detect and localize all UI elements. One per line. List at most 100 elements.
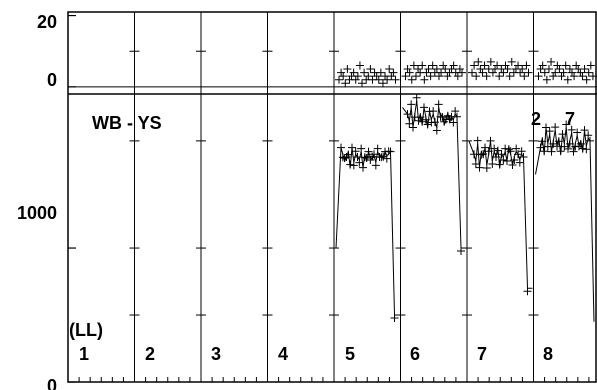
lower-point-5-20	[371, 161, 380, 170]
upper-point-7-23	[516, 68, 525, 77]
upper-point-5-10	[355, 61, 364, 70]
upper-point-7-0	[468, 68, 476, 77]
upper-point-8-15	[565, 65, 574, 74]
upper-point-8-24	[584, 68, 593, 77]
upper-point-6-0	[401, 72, 410, 81]
tick-marks	[68, 14, 590, 383]
upper-point-6-18	[439, 61, 448, 70]
corner-label-7: 7	[565, 109, 575, 129]
upper-point-6-8	[418, 61, 427, 70]
y-tick-label-upper-0: 0	[47, 70, 57, 90]
plot-frame	[67, 11, 597, 383]
upper-point-7-26	[522, 61, 531, 70]
upper-point-7-16	[501, 61, 510, 70]
upper-point-8-14	[563, 75, 572, 84]
lower-point-8-6	[545, 127, 554, 136]
upper-point-6-27	[458, 68, 466, 77]
upper-point-6-5	[411, 72, 420, 81]
upper-point-6-3	[407, 75, 416, 84]
upper-point-7-25	[520, 72, 529, 81]
upper-point-6-1	[403, 65, 412, 74]
data-points	[335, 57, 597, 323]
upper-point-8-4	[542, 75, 551, 84]
upper-point-7-13	[495, 72, 504, 81]
panel-label-8: 8	[543, 344, 553, 364]
upper-point-8-7	[549, 72, 558, 81]
series-line-panel-5	[335, 147, 400, 316]
upper-point-5-23	[383, 75, 392, 84]
upper-point-7-27	[524, 68, 533, 77]
upper-point-7-5	[478, 68, 487, 77]
upper-point-8-8	[551, 68, 560, 77]
lower-point-5-12	[357, 144, 366, 153]
upper-point-7-18	[505, 72, 514, 81]
lower-point-7-2	[471, 159, 480, 168]
upper-point-6-11	[424, 65, 433, 74]
upper-point-6-15	[432, 65, 441, 74]
upper-point-5-9	[353, 72, 362, 81]
lower-point-8-26	[582, 145, 591, 154]
lower-point-6-6	[412, 93, 421, 102]
series-lines	[335, 100, 595, 322]
upper-point-6-9	[420, 75, 429, 84]
upper-point-8-12	[559, 68, 568, 77]
lower-point-5-8	[349, 161, 358, 170]
plot-border	[67, 11, 597, 383]
upper-point-8-18	[572, 61, 581, 70]
upper-point-7-1	[470, 61, 479, 70]
upper-point-7-3	[474, 57, 483, 66]
upper-point-8-20	[576, 68, 585, 77]
upper-point-5-8	[351, 75, 360, 84]
upper-point-6-17	[437, 68, 446, 77]
lower-point-6-17	[432, 126, 441, 135]
lower-point-8-15	[562, 120, 571, 129]
upper-point-5-19	[374, 75, 383, 84]
upper-point-8-17	[570, 72, 579, 81]
upper-point-8-9	[553, 61, 562, 70]
upper-point-8-13	[561, 61, 570, 70]
panel-label-7: 7	[477, 344, 487, 364]
upper-point-5-4	[343, 65, 352, 74]
upper-point-8-6	[547, 57, 556, 66]
panel-unit-label: (LL)	[69, 320, 103, 340]
panel-label-2: 2	[145, 344, 155, 364]
upper-point-6-10	[422, 68, 431, 77]
upper-point-6-13	[428, 61, 437, 70]
upper-point-5-21	[378, 79, 387, 88]
lower-point-6-2	[405, 119, 414, 128]
upper-point-8-1	[536, 65, 545, 74]
upper-point-8-3	[540, 68, 549, 77]
lower-point-7-11	[488, 159, 497, 168]
upper-point-5-18	[372, 72, 381, 81]
upper-point-8-16	[567, 68, 576, 77]
upper-point-6-23	[449, 61, 458, 70]
upper-point-6-25	[453, 72, 462, 81]
upper-point-5-20	[376, 68, 385, 77]
upper-point-6-22	[447, 65, 456, 74]
upper-point-5-27	[391, 75, 400, 84]
upper-point-7-7	[482, 72, 491, 81]
upper-point-6-20	[443, 72, 452, 81]
series-line-panel-7	[468, 140, 533, 289]
upper-point-8-25	[586, 61, 595, 70]
lower-point-6-18	[434, 100, 443, 109]
upper-point-7-10	[488, 68, 497, 77]
upper-point-5-0	[335, 75, 343, 84]
upper-point-7-6	[480, 61, 489, 70]
upper-point-6-2	[405, 68, 414, 77]
upper-point-6-4	[409, 61, 418, 70]
upper-point-8-23	[582, 75, 591, 84]
upper-point-8-10	[555, 65, 564, 74]
lower-point-6-3	[407, 100, 416, 109]
upper-point-8-26	[588, 72, 597, 81]
upper-point-7-9	[486, 57, 495, 66]
upper-point-7-15	[499, 68, 508, 77]
upper-point-5-14	[364, 72, 373, 81]
upper-point-6-12	[426, 72, 435, 81]
y-tick-label-lower-0: 0	[47, 376, 57, 390]
upper-point-5-25	[387, 72, 396, 81]
upper-point-5-3	[341, 79, 350, 88]
lower-point-8-9	[551, 123, 560, 132]
lower-point-7-8	[482, 163, 491, 172]
upper-point-5-2	[339, 72, 348, 81]
